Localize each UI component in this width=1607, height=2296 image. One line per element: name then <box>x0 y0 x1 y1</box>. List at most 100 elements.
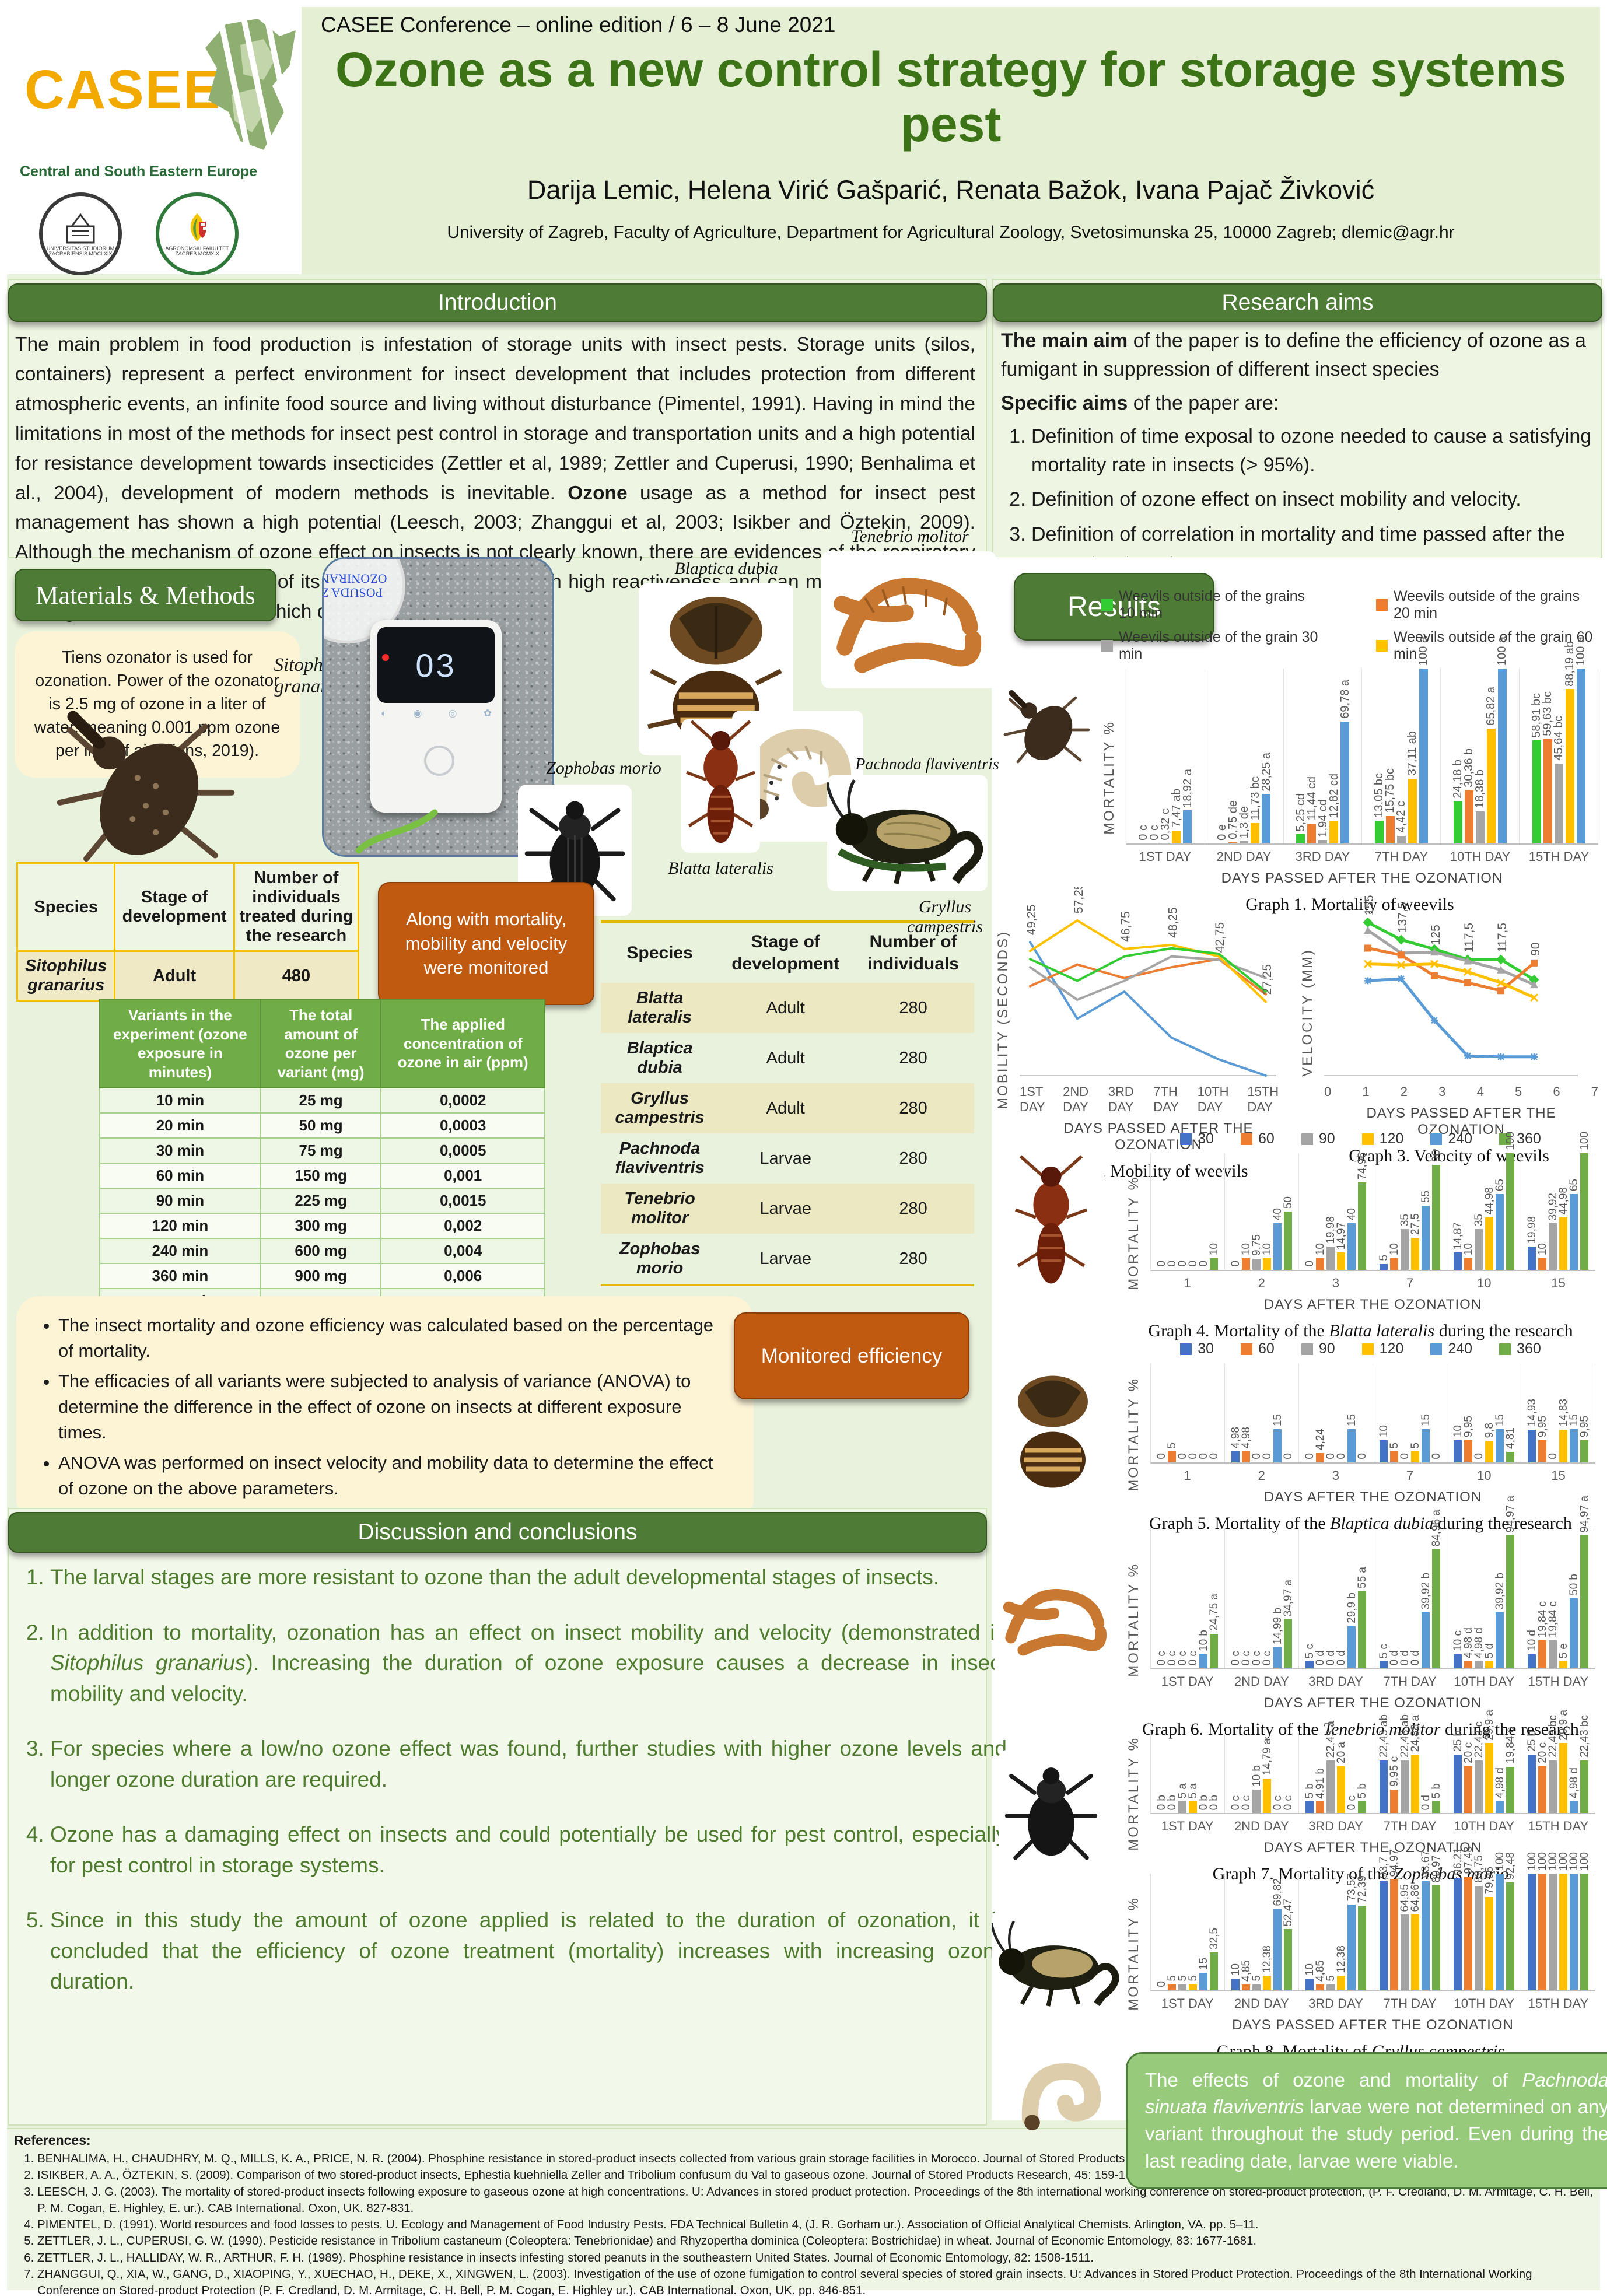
bar <box>1549 1874 1557 1990</box>
x-axis-title: DAYS AFTER THE OZONATION <box>1263 1840 1482 1856</box>
bar-value-label: 100 <box>1567 1852 1580 1871</box>
bar <box>1231 1979 1240 1990</box>
reference-item: ZHANGGUI, Q., XIA, W., GANG, D., XIAOPIN… <box>37 2266 1595 2296</box>
bar-column: 15 <box>1272 1414 1284 1462</box>
bar-value-label: 0 <box>1261 1453 1273 1460</box>
bar <box>1454 1878 1462 1990</box>
bar-value-label: 4,42 c <box>1395 801 1408 833</box>
bar <box>1464 1766 1472 1813</box>
bar <box>1528 1247 1536 1270</box>
sitophilus-granarius-photo <box>47 703 245 869</box>
bar <box>1506 1766 1514 1813</box>
bar-column: 10 b <box>1198 1630 1210 1668</box>
bar-column: 90 <box>1430 1150 1443 1270</box>
bar-column: 0 c <box>1156 1651 1168 1668</box>
bar <box>1485 1743 1493 1813</box>
bar <box>1532 740 1541 844</box>
bar-value-label: 5 <box>1250 1975 1263 1982</box>
bar-value-label: 39,92 b <box>1493 1572 1506 1610</box>
bar <box>1543 739 1552 844</box>
species-table: Species Stage of development Number of ind… <box>601 921 974 1286</box>
x-axis-title: DAYS AFTER THE OZONATION <box>1263 1297 1482 1312</box>
bar-value-label: 14,87 <box>1451 1222 1464 1250</box>
x-axis-title: DAYS PASSED AFTER THE OZONATION <box>1221 870 1503 886</box>
legend-swatch <box>1376 599 1388 611</box>
monitored-efficiency-text: Monitored efficiency <box>761 1344 943 1367</box>
bar <box>1432 1165 1440 1270</box>
bar-column: 5 <box>1166 1975 1178 1990</box>
blatta-lateralis-photo <box>681 719 760 853</box>
bar-column: 5 e <box>1557 1643 1570 1668</box>
column-header: Number of individuals <box>852 921 974 983</box>
bar <box>1210 1952 1218 1990</box>
variants-table: Variants in the experiment (ozone exposu… <box>99 999 545 1314</box>
bar-column: 10 <box>1261 1243 1273 1270</box>
bar-value-label: 0 c <box>1282 1795 1294 1810</box>
bar-value-label: 0 <box>1356 1453 1368 1460</box>
bar-column: 18,92 a <box>1181 769 1194 844</box>
table-cell: 0,002 <box>380 1213 545 1239</box>
x-tick-label: 3 <box>1438 1084 1446 1099</box>
bar-column: 13,05 bc <box>1373 773 1385 844</box>
bar-column: 14,87 <box>1451 1222 1464 1270</box>
table-cell: 0,006 <box>380 1263 545 1289</box>
bar <box>1380 1264 1388 1270</box>
bar-column: 18,38 b <box>1473 769 1486 844</box>
bar-value-label: 14,79 a <box>1261 1738 1273 1776</box>
svg-text:90: 90 <box>1529 943 1542 956</box>
table-cell: 0,0005 <box>380 1138 545 1164</box>
bar-column: 0 b <box>1198 1795 1210 1813</box>
bar-value-label: 79,96 <box>1483 1866 1496 1895</box>
x-axis-title: DAYS PASSED AFTER THE OZONATION <box>1232 2017 1514 2033</box>
bar <box>1385 816 1395 844</box>
bar <box>1419 668 1428 844</box>
table-cell: 280 <box>852 1184 974 1234</box>
bar-value-label: 100 <box>1525 1852 1538 1871</box>
bar-value-label: 89,75 <box>1472 1854 1485 1883</box>
bar <box>1580 1874 1588 1990</box>
column-header: Stage of development <box>719 921 853 983</box>
bar <box>1485 1440 1493 1462</box>
legend-swatch <box>1101 599 1113 611</box>
column-header: Variants in the experiment (ozone exposu… <box>99 999 261 1088</box>
bar-column: 0 <box>1399 1453 1411 1462</box>
bar <box>1199 1973 1207 1990</box>
tenebrio-results-photo <box>995 1553 1117 1684</box>
bar-value-label: 5 <box>1388 1442 1401 1449</box>
x-axis-ticks: 1ST DAY 2ND DAY 3RD DAY 7TH DAY 10TH DAY 15TH… <box>1126 849 1598 864</box>
bar-value-label: 20 c <box>1536 1742 1549 1763</box>
bar <box>1210 1633 1218 1668</box>
bar-column: 0 <box>1335 1453 1347 1462</box>
bar <box>1538 1440 1546 1462</box>
weevil-results-photo <box>999 670 1095 783</box>
bar-value-label: 14,97 <box>1335 1222 1347 1250</box>
svg-text:125: 125 <box>1429 925 1443 945</box>
bar-column: 15 <box>1420 1414 1432 1462</box>
bar <box>1318 840 1328 844</box>
x-tick-label: 15TH DAY <box>1528 1996 1589 2011</box>
bar-value-label: 34,97 a <box>1282 1579 1294 1617</box>
bar-value-label: 12,38 <box>1261 1945 1273 1973</box>
logo-block: CASEE Central and South Eastern Europe U… <box>7 7 302 275</box>
bar <box>1432 1801 1440 1813</box>
bar-column: 14,83 <box>1557 1399 1570 1462</box>
bar <box>1422 1881 1430 1990</box>
table-row: Sitophilus granarius Adult 480 <box>16 950 360 1002</box>
table-cell: 900 mg <box>260 1263 382 1289</box>
bar-value-label: 0 <box>1250 1453 1263 1460</box>
bar-value-label: 0 c <box>1261 1650 1273 1665</box>
y-axis-label: MORTALITY % <box>1126 1737 1142 1851</box>
bar <box>1559 1429 1567 1462</box>
bar-column: 64,95 <box>1399 1884 1411 1990</box>
bar <box>1475 1760 1483 1813</box>
bar-value-label: 4,98 <box>1229 1427 1242 1449</box>
main-aim-bold: The main aim <box>1001 330 1128 352</box>
bar-column: 9,95 <box>1578 1416 1591 1462</box>
bar <box>1549 1760 1557 1813</box>
bar-column: 10 <box>1304 1964 1316 1990</box>
table-cell: Larvae <box>759 1149 812 1168</box>
x-tick-label: 1ST DAY <box>1161 1674 1214 1689</box>
x-tick-label: 10TH DAY <box>1454 1674 1515 1689</box>
